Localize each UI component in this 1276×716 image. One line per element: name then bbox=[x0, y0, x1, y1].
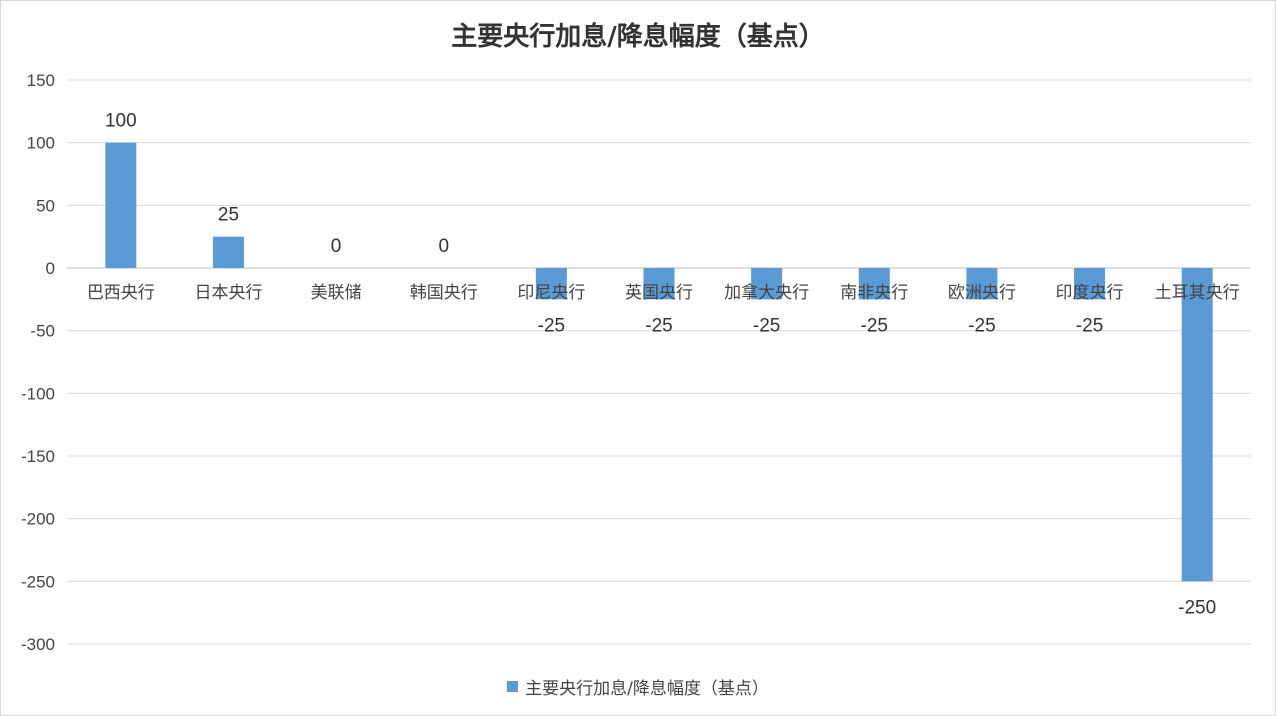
bar bbox=[966, 268, 998, 300]
bar bbox=[212, 236, 244, 268]
bar bbox=[1181, 268, 1213, 582]
data-label: -25 bbox=[968, 315, 995, 336]
data-label: 100 bbox=[105, 111, 137, 132]
y-tick-label: -150 bbox=[21, 447, 55, 466]
x-tick-label: 欧洲央行 bbox=[948, 283, 1016, 303]
y-tick-label: -100 bbox=[21, 384, 55, 403]
data-label: -25 bbox=[1076, 315, 1103, 336]
y-tick-label: -50 bbox=[30, 322, 55, 341]
bar bbox=[643, 268, 675, 300]
x-tick-label: 印尼央行 bbox=[517, 283, 585, 303]
y-tick-label: 150 bbox=[27, 71, 55, 90]
x-tick-label: 加拿大央行 bbox=[724, 282, 809, 303]
y-tick-label: 0 bbox=[46, 259, 55, 278]
data-label: -250 bbox=[1178, 597, 1216, 618]
chart-title: 主要央行加息/降息幅度（基点） bbox=[451, 22, 825, 52]
data-label: -25 bbox=[753, 315, 780, 336]
x-tick-label: 韩国央行 bbox=[410, 283, 478, 303]
data-label: -25 bbox=[861, 315, 888, 336]
x-tick-label: 美联储 bbox=[311, 283, 362, 303]
y-tick-label: -200 bbox=[21, 510, 55, 529]
x-tick-label: 南非央行 bbox=[840, 283, 908, 303]
x-tick-label: 印度央行 bbox=[1056, 283, 1124, 303]
legend-label: 主要央行加息/降息幅度（基点） bbox=[525, 679, 769, 699]
data-label: 0 bbox=[331, 236, 342, 257]
data-label: -25 bbox=[645, 315, 672, 336]
bar bbox=[858, 268, 890, 300]
bar bbox=[105, 142, 137, 268]
bar bbox=[751, 268, 783, 300]
y-tick-label: 50 bbox=[36, 196, 55, 215]
data-label: 0 bbox=[438, 236, 449, 257]
data-label: 25 bbox=[218, 205, 239, 226]
legend-swatch bbox=[507, 681, 519, 692]
bar bbox=[535, 268, 567, 300]
data-label: -25 bbox=[538, 315, 565, 336]
y-tick-label: -250 bbox=[21, 572, 55, 591]
legend: 主要央行加息/降息幅度（基点） bbox=[0, 674, 1276, 699]
y-tick-label: 100 bbox=[27, 134, 55, 153]
bar bbox=[1074, 268, 1106, 300]
x-tick-label: 日本央行 bbox=[194, 283, 262, 303]
y-tick-label: -300 bbox=[21, 635, 55, 654]
x-tick-label: 巴西央行 bbox=[87, 283, 155, 303]
x-tick-label: 英国央行 bbox=[625, 283, 693, 303]
x-tick-label: 土耳其央行 bbox=[1155, 283, 1240, 303]
